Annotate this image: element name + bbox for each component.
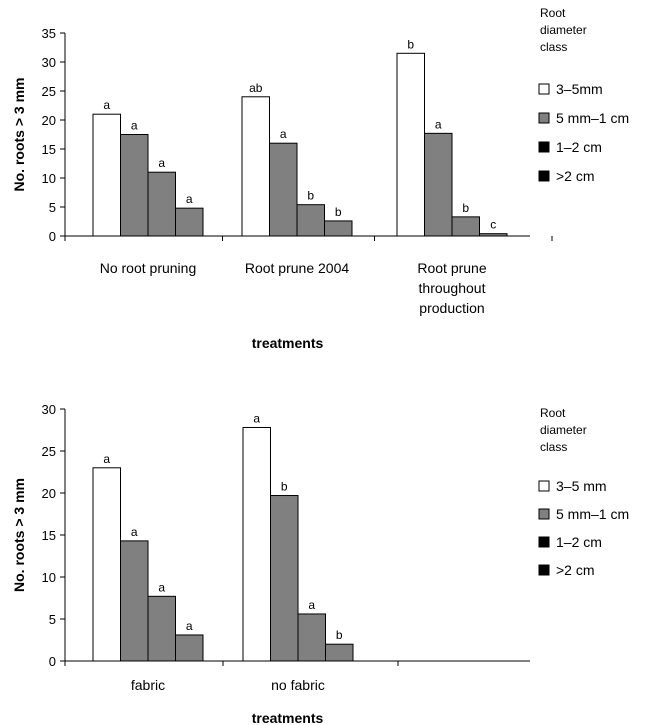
significance-label: a: [131, 119, 138, 133]
y-tick-label: 10: [42, 171, 56, 186]
bar: [92, 113, 121, 237]
legend-title: class: [540, 440, 567, 454]
legend-label: 3–5 mm: [556, 478, 607, 494]
legend-label: 5 mm–1 cm: [556, 506, 629, 522]
significance-label: a: [158, 580, 165, 594]
y-tick-label: 30: [42, 55, 56, 70]
significance-label: ab: [249, 81, 263, 95]
bar: [424, 132, 453, 237]
bar: [297, 613, 326, 662]
bar: [92, 467, 121, 662]
y-tick-label: 0: [49, 229, 56, 244]
legend-swatch: [538, 141, 550, 153]
x-category-label: Root prune 2004: [245, 260, 350, 276]
legend-label: >2 cm: [556, 168, 595, 184]
significance-label: a: [253, 411, 260, 425]
y-tick-label: 15: [42, 142, 56, 157]
bar: [324, 220, 353, 237]
y-tick-label: 5: [49, 612, 56, 627]
legend-swatch: [538, 536, 550, 548]
y-tick-label: 30: [42, 402, 56, 417]
bar: [241, 96, 270, 237]
x-category-label: Root prune: [417, 260, 486, 276]
bar: [270, 495, 299, 662]
legend-swatch: [538, 170, 550, 182]
y-tick-label: 10: [42, 570, 56, 585]
significance-label: b: [462, 201, 469, 215]
significance-label: a: [158, 156, 165, 170]
legend-swatch: [538, 508, 550, 520]
bar: [147, 171, 176, 237]
legend-label: 5 mm–1 cm: [556, 110, 629, 126]
legend-swatch: [538, 564, 550, 576]
bar: [325, 643, 354, 662]
chart-bottom: 0 5 10 15 20 25 30 a a a a fabric a b a b no fabric treat…: [11, 402, 629, 725]
bar: [242, 426, 271, 662]
y-tick-label: 25: [42, 444, 56, 459]
x-category-label: No root pruning: [100, 260, 197, 276]
x-axis-title: treatments: [252, 710, 324, 725]
y-tick-label: 25: [42, 84, 56, 99]
bar: [269, 142, 298, 237]
y-axis-title: No. roots > 3 mm: [11, 478, 27, 592]
legend-label: 3–5mm: [556, 81, 603, 97]
bar: [479, 233, 508, 237]
bar: [296, 204, 325, 237]
significance-label: b: [335, 205, 342, 219]
bar: [396, 52, 425, 237]
legend-swatch: [538, 112, 550, 124]
bar: [120, 134, 149, 237]
legend-title: Root: [540, 406, 566, 420]
legend-title: Root: [540, 6, 566, 20]
x-category-label: throughout: [419, 280, 486, 296]
significance-label: a: [280, 127, 287, 141]
x-category-label: no fabric: [271, 677, 325, 693]
significance-label: a: [308, 598, 315, 612]
significance-label: a: [131, 525, 138, 539]
legend-title: diameter: [540, 23, 587, 37]
bar: [175, 207, 204, 237]
legend-title: class: [540, 40, 567, 54]
bar: [120, 540, 149, 662]
legend-title: diameter: [540, 423, 587, 437]
significance-label: b: [336, 628, 343, 642]
y-tick-label: 35: [42, 26, 56, 41]
bar: [451, 216, 480, 237]
bar: [147, 595, 176, 662]
significance-label: a: [186, 192, 193, 206]
bar: [175, 634, 204, 662]
y-tick-label: 5: [49, 200, 56, 215]
legend-label: >2 cm: [556, 562, 595, 578]
significance-label: b: [281, 480, 288, 494]
significance-label: a: [103, 452, 110, 466]
significance-label: c: [490, 218, 496, 232]
y-tick-label: 20: [42, 486, 56, 501]
significance-label: a: [103, 98, 110, 112]
legend-label: 1–2 cm: [556, 139, 602, 155]
y-axis-title: No. roots > 3 mm: [11, 78, 27, 192]
y-tick-label: 0: [49, 654, 56, 669]
legend-swatch: [538, 480, 550, 492]
y-tick-label: 20: [42, 113, 56, 128]
significance-label: b: [407, 37, 414, 51]
legend-label: 1–2 cm: [556, 534, 602, 550]
significance-label: b: [307, 189, 314, 203]
significance-label: a: [186, 619, 193, 633]
y-tick-label: 15: [42, 528, 56, 543]
legend-swatch: [538, 83, 550, 95]
x-category-label: fabric: [131, 677, 165, 693]
x-category-label: production: [419, 300, 484, 316]
significance-label: a: [435, 117, 442, 131]
x-axis-title: treatments: [252, 335, 324, 351]
